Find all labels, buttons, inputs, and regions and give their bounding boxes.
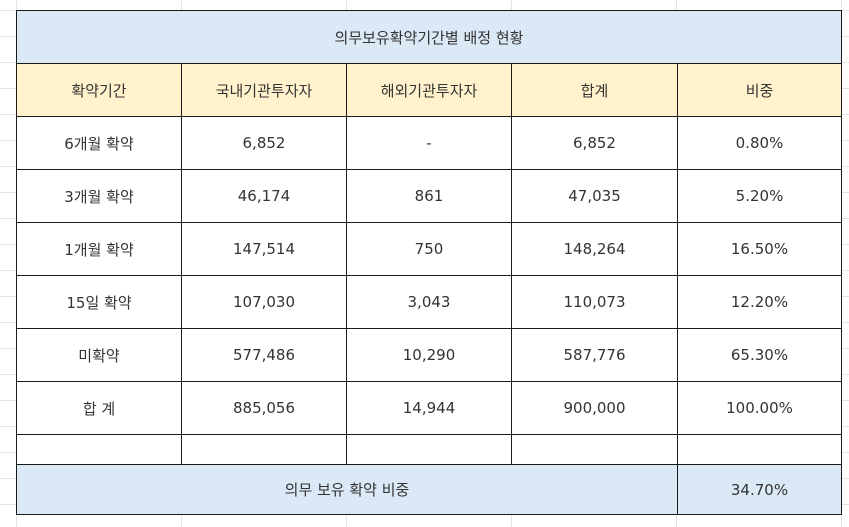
cell-period[interactable]: 15일 확약 <box>16 275 182 329</box>
table-row: 3개월 확약 46,174 861 47,035 5.20% <box>16 169 842 223</box>
cell-ratio[interactable]: 0.80% <box>677 116 842 170</box>
table-title[interactable]: 의무보유확약기간별 배정 현황 <box>16 10 842 64</box>
cell-domestic[interactable]: 107,030 <box>181 275 347 329</box>
summary-value[interactable]: 34.70% <box>677 464 842 515</box>
cell-domestic[interactable]: 885,056 <box>181 381 347 435</box>
cell-period[interactable]: 1개월 확약 <box>16 222 182 276</box>
table-row: 1개월 확약 147,514 750 148,264 16.50% <box>16 222 842 276</box>
cell-foreign[interactable]: 10,290 <box>346 328 512 382</box>
allocation-table: 의무보유확약기간별 배정 현황 확약기간 국내기관투자자 해외기관투자자 합계 … <box>16 10 842 515</box>
cell-foreign[interactable]: 861 <box>346 169 512 223</box>
header-cell-foreign[interactable]: 해외기관투자자 <box>346 63 512 117</box>
table-row: 15일 확약 107,030 3,043 110,073 12.20% <box>16 275 842 329</box>
blank-row <box>16 434 842 465</box>
cell-ratio[interactable]: 65.30% <box>677 328 842 382</box>
header-cell-total[interactable]: 합계 <box>511 63 678 117</box>
empty-cell[interactable] <box>511 434 678 465</box>
header-cell-domestic[interactable]: 국내기관투자자 <box>181 63 347 117</box>
cell-ratio[interactable]: 12.20% <box>677 275 842 329</box>
cell-ratio[interactable]: 5.20% <box>677 169 842 223</box>
cell-total[interactable]: 47,035 <box>511 169 678 223</box>
cell-total[interactable]: 6,852 <box>511 116 678 170</box>
cell-foreign[interactable]: 750 <box>346 222 512 276</box>
empty-cell[interactable] <box>16 434 182 465</box>
cell-domestic[interactable]: 147,514 <box>181 222 347 276</box>
table-row: 미확약 577,486 10,290 587,776 65.30% <box>16 328 842 382</box>
header-cell-period[interactable]: 확약기간 <box>16 63 182 117</box>
empty-cell[interactable] <box>677 434 842 465</box>
cell-period[interactable]: 3개월 확약 <box>16 169 182 223</box>
cell-period[interactable]: 미확약 <box>16 328 182 382</box>
cell-total[interactable]: 148,264 <box>511 222 678 276</box>
cell-period[interactable]: 6개월 확약 <box>16 116 182 170</box>
cell-foreign[interactable]: 14,944 <box>346 381 512 435</box>
cell-total[interactable]: 900,000 <box>511 381 678 435</box>
table-row: 6개월 확약 6,852 - 6,852 0.80% <box>16 116 842 170</box>
title-row: 의무보유확약기간별 배정 현황 <box>16 10 842 64</box>
header-cell-ratio[interactable]: 비중 <box>677 63 842 117</box>
cell-foreign[interactable]: - <box>346 116 512 170</box>
empty-cell[interactable] <box>181 434 347 465</box>
summary-row: 의무 보유 확약 비중 34.70% <box>16 464 842 515</box>
cell-domestic[interactable]: 577,486 <box>181 328 347 382</box>
table-row-total: 합 계 885,056 14,944 900,000 100.00% <box>16 381 842 435</box>
cell-period[interactable]: 합 계 <box>16 381 182 435</box>
empty-cell[interactable] <box>346 434 512 465</box>
summary-label[interactable]: 의무 보유 확약 비중 <box>16 464 678 515</box>
cell-foreign[interactable]: 3,043 <box>346 275 512 329</box>
cell-ratio[interactable]: 100.00% <box>677 381 842 435</box>
cell-ratio[interactable]: 16.50% <box>677 222 842 276</box>
cell-total[interactable]: 110,073 <box>511 275 678 329</box>
cell-domestic[interactable]: 6,852 <box>181 116 347 170</box>
header-row: 확약기간 국내기관투자자 해외기관투자자 합계 비중 <box>16 63 842 117</box>
cell-total[interactable]: 587,776 <box>511 328 678 382</box>
cell-domestic[interactable]: 46,174 <box>181 169 347 223</box>
